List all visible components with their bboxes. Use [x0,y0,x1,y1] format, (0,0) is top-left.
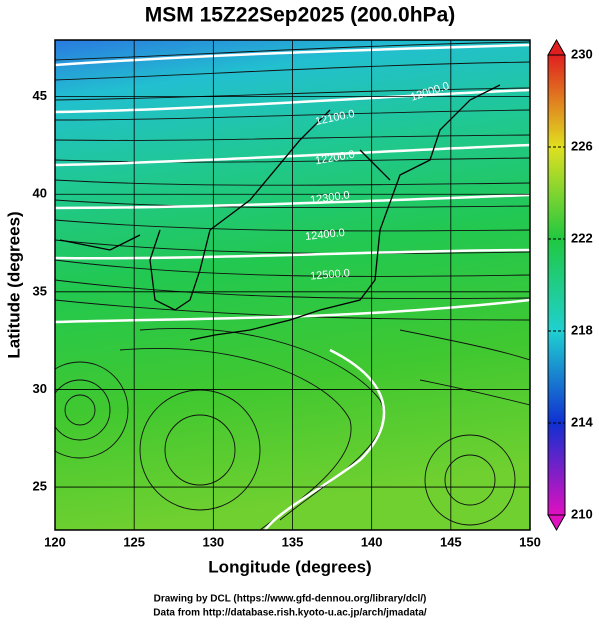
contour-label: 12400.0 [305,227,346,243]
chart-title: MSM 15Z22Sep2025 (200.0hPa) [145,4,456,27]
colorbar-tick-label: 218 [571,322,593,337]
credit: Data from http://database.rish.kyoto-u.a… [153,608,427,619]
x-tick-label: 120 [44,534,66,549]
streamlines [55,41,530,530]
x-tick-label: 140 [361,534,383,549]
y-tick-label: 40 [33,186,47,201]
colorbar-tick-label: 230 [571,46,593,61]
y-axis-label: Latitude (degrees) [4,211,23,358]
x-tick-label: 135 [282,534,304,549]
colorbar-tick-label: 226 [571,138,593,153]
y-tick-label: 45 [33,88,47,103]
x-axis-label: Longitude (degrees) [208,557,371,576]
y-tick-label: 35 [33,283,47,298]
colorbar-extend [547,38,566,56]
y-tick-label: 30 [33,381,47,396]
contour-label: 12500.0 [310,267,351,282]
colorbar [547,54,566,516]
x-tick-label: 145 [440,534,462,549]
colorbar-tick-label: 214 [571,414,593,429]
x-tick-label: 130 [202,534,224,549]
x-tick-label: 125 [123,534,145,549]
colorbar-tick-label: 210 [571,506,593,521]
coastline [59,84,501,341]
credit: Drawing by DCL (https://www.gfd-dennou.o… [154,594,427,605]
y-tick-label: 25 [33,478,47,493]
contour-label: 12300.0 [309,189,350,206]
colorbar-tick-label: 222 [571,230,593,245]
x-tick-label: 150 [519,534,541,549]
contours [55,43,530,530]
colorbar-extend [547,514,566,532]
